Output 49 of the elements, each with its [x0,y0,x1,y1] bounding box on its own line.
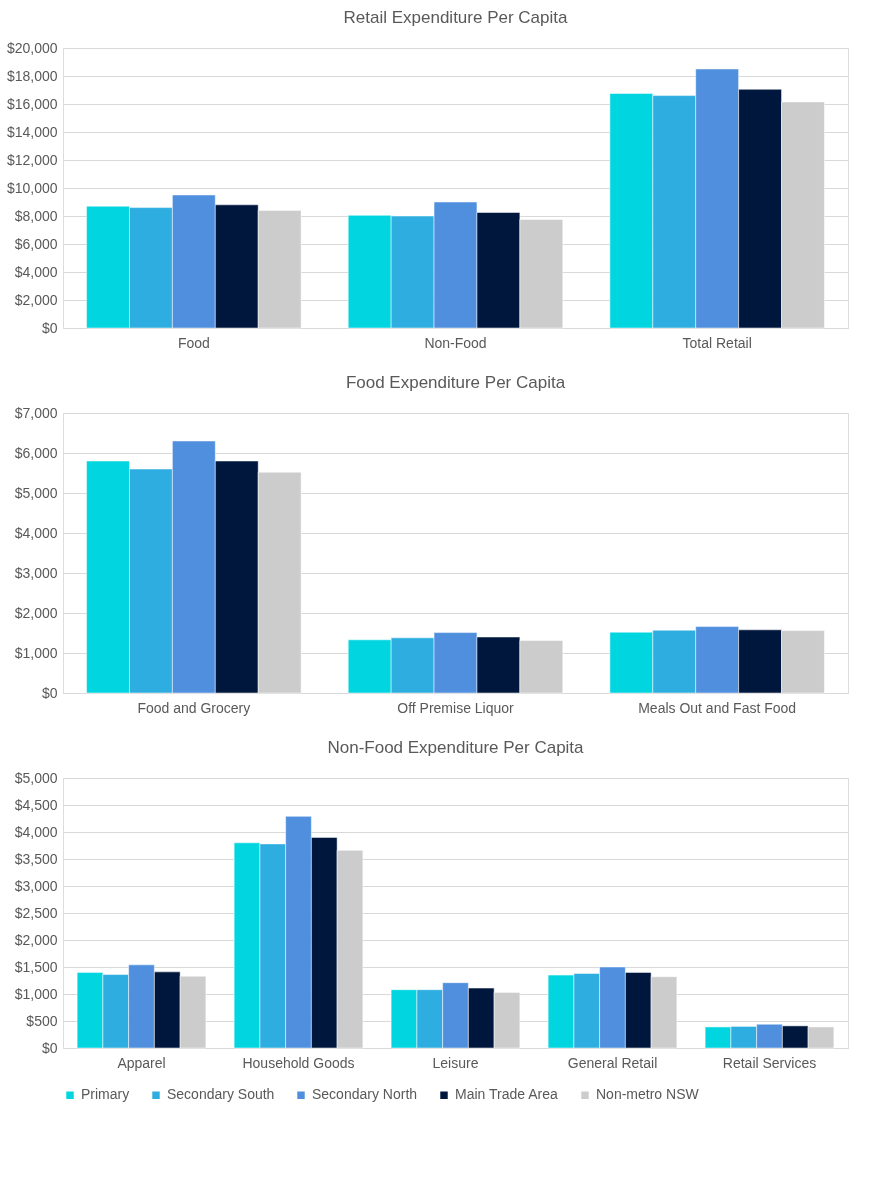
y-tick-label: $5,000 [14,769,58,786]
x-tick-label: Retail Services [722,1054,817,1071]
legend-label: Primary [81,1086,130,1103]
y-tick-label: $0 [41,1039,58,1056]
y-tick-label: $12,000 [6,151,58,168]
y-tick-label: $16,000 [6,95,58,112]
x-tick-label: Non-Food [424,334,487,351]
legend-label: Main Trade Area [455,1086,558,1103]
x-tick-label: Food and Grocery [137,699,251,716]
y-tick-label: $500 [26,1012,58,1029]
y-tick-label: $5,000 [14,484,58,501]
x-tick-label: Apparel [117,1054,166,1071]
y-tick-label: $4,500 [14,796,58,813]
y-tick-label: $2,000 [14,291,58,308]
x-tick-label: Meals Out and Fast Food [638,699,797,716]
x-tick-label: General Retail [567,1054,658,1071]
x-tick-label: Off Premise Liquor [397,699,515,716]
y-tick-label: $2,000 [14,604,58,621]
chart-title: Food Expenditure Per Capita [345,373,566,392]
legend-label: Secondary South [167,1086,275,1103]
x-tick-label: Total Retail [682,334,752,351]
y-tick-label: $0 [41,684,58,701]
y-tick-label: $2,000 [14,931,58,948]
y-tick-label: $8,000 [14,207,58,224]
y-tick-label: $2,500 [14,904,58,921]
y-tick-label: $3,500 [14,850,58,867]
y-tick-label: $14,000 [6,123,58,140]
y-tick-label: $1,000 [14,985,58,1002]
y-tick-label: $1,500 [14,958,58,975]
y-tick-label: $1,000 [14,644,58,661]
legend-label: Non-metro NSW [596,1086,700,1103]
y-tick-label: $0 [41,319,58,336]
y-tick-label: $6,000 [14,235,58,252]
y-tick-label: $6,000 [14,444,58,461]
y-tick-label: $3,000 [14,877,58,894]
y-tick-label: $4,000 [14,524,58,541]
y-tick-label: $4,000 [14,263,58,280]
x-tick-label: Household Goods [242,1054,355,1071]
x-tick-label: Leisure [432,1054,479,1071]
y-tick-label: $7,000 [14,404,58,421]
y-tick-label: $4,000 [14,823,58,840]
y-tick-label: $18,000 [6,67,58,84]
y-tick-label: $20,000 [6,39,58,56]
y-tick-label: $10,000 [6,179,58,196]
chart-title: Retail Expenditure Per Capita [343,8,569,27]
chart-title: Non-Food Expenditure Per Capita [327,738,585,757]
y-tick-label: $3,000 [14,564,58,581]
x-tick-label: Food [177,334,210,351]
legend-label: Secondary North [312,1086,418,1103]
